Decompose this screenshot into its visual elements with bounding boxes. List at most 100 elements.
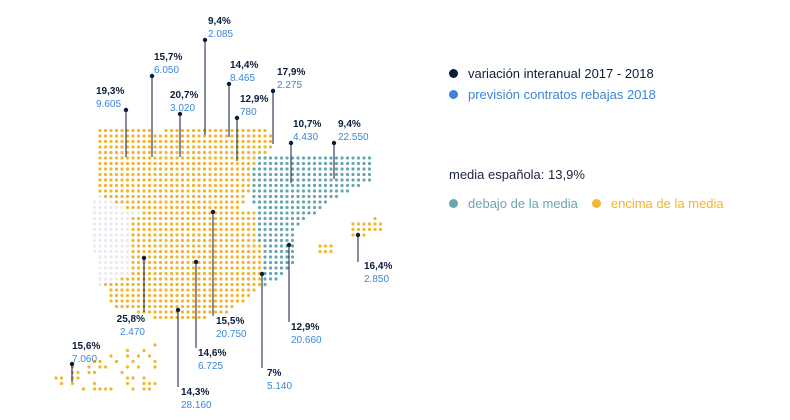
map-dot (208, 271, 212, 276)
map-dot (92, 200, 97, 204)
map-dot (120, 288, 124, 292)
map-dot (131, 266, 135, 270)
map-dot (136, 150, 141, 155)
map-dot (136, 354, 141, 358)
map-dot (103, 189, 108, 193)
map-dot (169, 205, 174, 210)
map-dot (202, 156, 207, 160)
map-dot (98, 249, 102, 254)
map-dot (219, 194, 223, 199)
map-dot (296, 216, 300, 221)
map-dot (147, 150, 152, 155)
map-dot (263, 178, 267, 182)
leader-marker-castilla-leon (177, 111, 183, 117)
map-dot (224, 238, 229, 243)
map-dot (208, 277, 212, 281)
map-dot (213, 249, 218, 254)
map-dot (290, 255, 295, 259)
map-dot (263, 216, 267, 221)
map-dot (92, 216, 97, 221)
map-dot (257, 128, 262, 133)
map-dot (186, 145, 190, 149)
map-dot (246, 128, 251, 133)
map-dot (98, 271, 102, 276)
map-dot (202, 172, 207, 177)
map-dot (257, 161, 262, 166)
map-dot (153, 200, 157, 204)
map-dot (235, 244, 240, 248)
map-dot (285, 156, 289, 160)
callout-extremadura: 25,8% 2.470 (113, 313, 145, 339)
map-dot (136, 178, 141, 182)
map-dot (147, 381, 152, 386)
map-dot (329, 194, 333, 199)
map-dot (169, 167, 174, 171)
map-dot (103, 216, 108, 221)
map-dot (252, 128, 256, 133)
map-dot (213, 282, 218, 287)
map-dot (268, 255, 273, 259)
map-dot (164, 194, 168, 199)
map-dot (235, 288, 240, 292)
map-dot (109, 227, 113, 232)
map-dot (197, 134, 201, 138)
map-dot (219, 161, 223, 166)
map-dot (263, 260, 267, 265)
map-dot (98, 260, 102, 265)
map-dot (114, 277, 119, 281)
map-dot (158, 145, 163, 149)
map-dot (373, 227, 377, 232)
map-dot (224, 145, 229, 149)
map-dot (147, 200, 152, 204)
map-dot (296, 189, 300, 193)
map-dot (131, 161, 135, 166)
legend-prevision-label: previsión contratos rebajas 2018 (468, 87, 656, 102)
callout-castilla-la-mancha: 14,6% 6.725 (198, 347, 226, 373)
map-dot (263, 277, 267, 281)
map-dot (164, 277, 168, 281)
map-dot (164, 299, 168, 303)
map-dot (241, 277, 245, 281)
map-dot (252, 282, 256, 287)
map-dot (175, 139, 179, 144)
map-dot (257, 134, 262, 138)
callout-madrid: 15,5% 20.750 (216, 315, 247, 341)
leader-marker-navarra (270, 88, 276, 94)
map-dot (373, 222, 377, 226)
map-dot (312, 205, 317, 210)
map-dot (230, 288, 234, 292)
map-dot (345, 167, 350, 171)
map-dot (180, 150, 185, 155)
map-dot (235, 200, 240, 204)
map-dot (109, 249, 113, 254)
map-dot (285, 227, 289, 232)
map-dot (98, 150, 102, 155)
map-dot (219, 189, 223, 193)
map-dot (191, 200, 196, 204)
map-dot (219, 211, 223, 215)
map-dot (147, 387, 152, 391)
leader-marker-madrid (210, 209, 216, 215)
map-dot (257, 211, 262, 215)
map-dot (169, 282, 174, 287)
map-dot (103, 205, 108, 210)
map-dot (235, 282, 240, 287)
map-dot (318, 172, 322, 177)
callout-aragon: 10,7% 4.430 (293, 118, 321, 144)
map-dot (186, 139, 190, 144)
map-dot (147, 288, 152, 292)
asturias-count: 6.050 (154, 65, 180, 76)
map-dot (312, 194, 317, 199)
map-dot (175, 282, 179, 287)
map-dot (164, 189, 168, 193)
map-dot (136, 260, 141, 265)
extremadura-pct: 25,8% (116, 314, 145, 325)
map-dot (213, 167, 218, 171)
map-dot (224, 172, 229, 177)
map-dot (224, 271, 229, 276)
map-dot (356, 183, 361, 188)
map-dot (142, 387, 146, 391)
map-dot (136, 194, 141, 199)
map-dot (131, 222, 135, 226)
map-dot (114, 128, 119, 133)
